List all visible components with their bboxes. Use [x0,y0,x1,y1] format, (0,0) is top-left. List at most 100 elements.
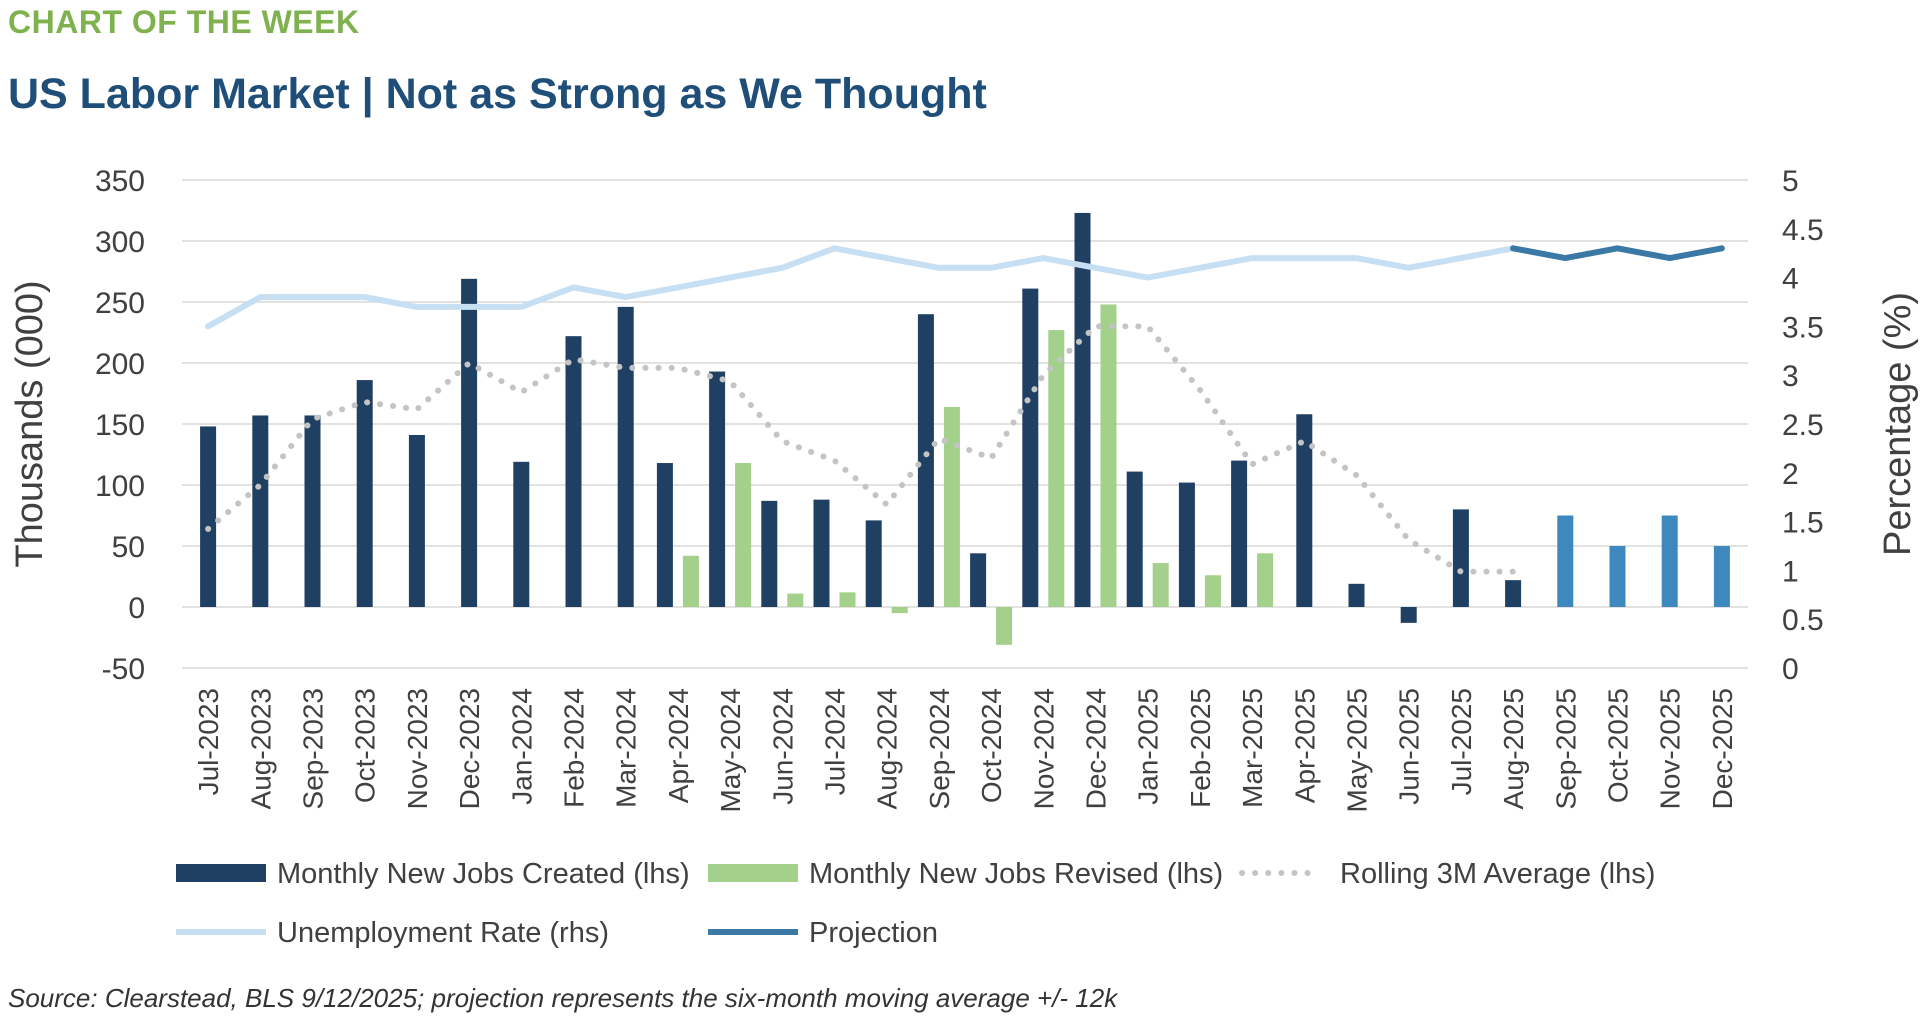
bar-jobs-revised [787,594,803,607]
bar-jobs-created [357,380,373,607]
bar-jobs-created [618,307,634,607]
x-tick-label: Apr-2024 [663,688,694,803]
x-tick-label: Jan-2024 [506,688,537,805]
legend-label: Projection [809,917,938,949]
legend-label: Rolling 3M Average (lhs) [1340,858,1655,890]
legend-label: Monthly New Jobs Created (lhs) [277,858,690,890]
bar-jobs-created [461,279,477,607]
bar-jobs-created [566,336,582,607]
x-tick-label: Dec-2025 [1707,688,1738,809]
y-tick-label: 150 [95,409,145,442]
x-tick-label: Sep-2023 [298,688,329,809]
bar-jobs-revised [840,592,856,607]
bar-jobs-created [513,462,529,607]
y-tick-label: 0 [128,592,145,625]
bar-jobs-revised [1205,575,1221,607]
bar-jobs-created [918,314,934,607]
x-tick-label: Jun-2024 [767,688,798,805]
bar-jobs-created [970,553,986,607]
legend-swatch-revised [708,864,798,882]
x-tick-label: Apr-2025 [1289,688,1320,803]
bar-jobs-created [1505,580,1521,607]
bar-jobs-created [1179,483,1195,607]
y-tick-label: 350 [95,165,145,198]
y2-tick-label: 3 [1782,360,1799,393]
bar-jobs-revised [1101,304,1117,607]
x-tick-label: Feb-2024 [559,688,590,808]
legend-label: Unemployment Rate (rhs) [277,917,609,949]
x-tick-label: Sep-2024 [924,688,955,809]
x-tick-label: Aug-2023 [245,688,276,809]
y2-tick-label: 1 [1782,555,1799,588]
legend: Monthly New Jobs Created (lhs) Monthly Ne… [176,858,1655,949]
y-axis-title: Thousands (000) [9,280,51,567]
bar-jobs-created [1401,607,1417,623]
axes: 350 300 250 200 150 100 50 0 -50 5 4.5 4 3.5 3 2.5 2 1.5… [9,165,1919,813]
y2-tick-label: 4.5 [1782,214,1824,247]
bar-projection [1662,516,1678,608]
y2-axis-title: Percentage (%) [1877,292,1919,556]
bar-projection [1557,516,1573,608]
bar-jobs-created [252,415,268,607]
bar-projection [1714,546,1730,607]
bar-jobs-created [657,463,673,607]
bars [200,213,1730,645]
y2-tick-label: 0.5 [1782,604,1824,637]
y-tick-label: 50 [112,531,145,564]
x-tick-label: Nov-2023 [402,688,433,809]
x-tick-label: Jul-2024 [820,688,851,795]
bar-jobs-revised [683,556,699,607]
bar-jobs-created [866,520,882,607]
labor-market-chart: 350 300 250 200 150 100 50 0 -50 5 4.5 4 3.5 3 2.5 2 1.5… [0,0,1920,970]
bar-jobs-revised [892,607,908,613]
legend-label: Monthly New Jobs Revised (lhs) [809,858,1223,890]
bar-jobs-created [200,426,216,607]
x-tick-label: Nov-2025 [1655,688,1686,809]
x-tick-label: Mar-2025 [1237,688,1268,808]
bar-jobs-created [814,500,830,607]
bar-jobs-revised [1257,553,1273,607]
x-tick-label: Jun-2025 [1394,688,1425,805]
bar-jobs-revised [944,407,960,607]
bar-jobs-created [1231,461,1247,607]
y-tick-label: 250 [95,287,145,320]
x-tick-label: Jul-2025 [1446,688,1477,795]
bar-jobs-revised [735,463,751,607]
x-tick-label: Sep-2025 [1550,688,1581,809]
bar-jobs-revised [1153,563,1169,607]
x-tick-label: May-2025 [1342,688,1373,813]
x-tick-label: Oct-2025 [1603,688,1634,803]
bar-jobs-created [1453,509,1469,607]
legend-swatch-created [176,864,266,882]
line-unemployment-rate [208,248,1513,326]
y-tick-label: 100 [95,470,145,503]
y-tick-label: 300 [95,226,145,259]
y2-tick-label: 0 [1782,653,1799,686]
bar-jobs-created [409,435,425,607]
x-tick-label: Feb-2025 [1185,688,1216,808]
bar-jobs-created [709,372,725,607]
x-tick-label: Mar-2024 [611,688,642,808]
x-tick-label: Oct-2024 [976,688,1007,803]
y2-tick-label: 5 [1782,165,1799,198]
bar-jobs-revised [996,607,1012,645]
x-tick-label: Dec-2024 [1081,688,1112,809]
y2-tick-label: 1.5 [1782,507,1824,540]
bar-jobs-created [1075,213,1091,607]
bar-projection [1610,546,1626,607]
x-tick-label: Aug-2024 [872,688,903,809]
y2-tick-label: 3.5 [1782,311,1824,344]
x-tick-label: Nov-2024 [1028,688,1059,809]
line-projection [1513,248,1722,258]
lines [208,248,1722,571]
y-tick-label: 200 [95,348,145,381]
y2-tick-label: 4 [1782,263,1799,296]
x-tick-label: Aug-2025 [1498,688,1529,809]
bar-jobs-created [1022,289,1038,607]
x-tick-label: Oct-2023 [350,688,381,803]
bar-jobs-created [305,415,321,607]
x-tick-label: Dec-2023 [454,688,485,809]
x-tick-label: May-2024 [715,688,746,813]
bar-jobs-created [761,501,777,607]
source-note: Source: Clearstead, BLS 9/12/2025; proje… [8,983,1117,1014]
